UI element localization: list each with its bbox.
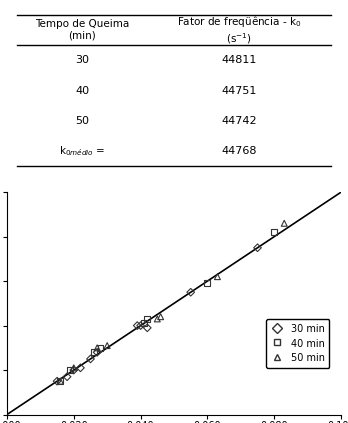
Point (255, 244, 260, 251)
Point (134, 322, 140, 329)
Point (188, 289, 193, 296)
Point (68, 367, 73, 374)
Point (215, 273, 220, 280)
Text: 50: 50 (75, 116, 89, 126)
Point (54, 378, 60, 385)
Point (94, 349, 100, 356)
Point (98, 344, 103, 351)
Point (58, 378, 63, 385)
Text: 44742: 44742 (221, 116, 257, 126)
Text: 40: 40 (75, 85, 89, 96)
Point (144, 316, 150, 322)
Text: k$_{0médio}$ =: k$_{0médio}$ = (59, 144, 105, 158)
Text: 44811: 44811 (221, 55, 257, 66)
Point (104, 342, 110, 349)
Text: 44751: 44751 (221, 85, 257, 96)
Point (155, 316, 160, 322)
Point (158, 313, 164, 320)
Point (91, 349, 97, 356)
Point (88, 356, 93, 363)
Text: 30: 30 (75, 55, 89, 66)
Point (78, 365, 83, 371)
Point (282, 220, 287, 227)
Point (141, 320, 147, 327)
Point (144, 324, 150, 331)
Point (94, 344, 100, 351)
Point (205, 280, 210, 287)
Point (138, 322, 143, 329)
Point (271, 229, 277, 236)
Text: Fator de freqüência - k$_0$
(s$^{-1}$): Fator de freqüência - k$_0$ (s$^{-1}$) (177, 14, 301, 46)
Point (71, 365, 77, 371)
Point (71, 367, 77, 374)
Text: Tempo de Queima
(min): Tempo de Queima (min) (35, 19, 129, 41)
Point (58, 378, 63, 385)
Text: 44768: 44768 (221, 146, 257, 156)
Point (64, 374, 70, 380)
Legend: 30 min, 40 min, 50 min: 30 min, 40 min, 50 min (266, 319, 330, 368)
